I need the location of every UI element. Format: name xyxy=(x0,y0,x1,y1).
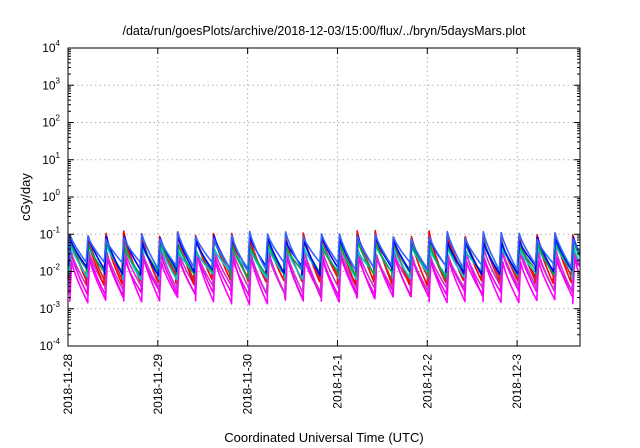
y-tick-label: 10-2 xyxy=(40,263,61,279)
grid-lines xyxy=(68,48,580,346)
chart-title: /data/run/goesPlots/archive/2018-12-03/1… xyxy=(122,24,526,38)
y-tick-label: 10-4 xyxy=(40,337,61,353)
series-line xyxy=(67,230,580,272)
y-tick-label: 10-3 xyxy=(40,300,61,316)
y-tick-label: 101 xyxy=(42,151,60,167)
x-tick-label: 2018-12-3 xyxy=(510,354,524,409)
y-tick-label: 100 xyxy=(42,188,60,204)
x-axis: 2018-11-28 2018-11-29 2018-11-30 2018-12-1 2… xyxy=(61,48,524,415)
x-tick-label: 2018-11-30 xyxy=(241,354,255,415)
y-tick-label: 103 xyxy=(42,76,60,92)
series-line xyxy=(67,232,580,283)
y-axis-label: cGy/day xyxy=(18,173,33,221)
x-axis-label: Coordinated Universal Time (UTC) xyxy=(224,430,423,445)
x-tick-label: 2018-11-28 xyxy=(61,354,75,415)
series-line xyxy=(68,247,581,295)
series-group xyxy=(67,229,581,306)
y-tick-label: 104 xyxy=(42,39,60,55)
x-tick-label: 2018-11-29 xyxy=(151,354,165,415)
x-tick-label: 2018-12-1 xyxy=(330,354,344,409)
y-tick-label: 102 xyxy=(42,114,60,130)
y-axis: 10-4 10-3 10-2 10-1 100 101 102 103 104 xyxy=(40,39,580,353)
series-line xyxy=(68,250,579,300)
series-line xyxy=(67,234,581,277)
x-tick-label: 2018-12-2 xyxy=(420,354,434,409)
y-tick-label: 10-1 xyxy=(40,225,61,241)
